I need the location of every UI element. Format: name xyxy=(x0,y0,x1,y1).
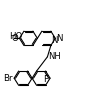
Text: F: F xyxy=(43,75,48,84)
Text: O: O xyxy=(12,34,18,43)
Text: N: N xyxy=(51,36,58,44)
Text: Br: Br xyxy=(4,74,13,83)
Text: NH: NH xyxy=(49,52,61,61)
Text: HO: HO xyxy=(10,32,23,41)
Text: N: N xyxy=(56,34,63,43)
